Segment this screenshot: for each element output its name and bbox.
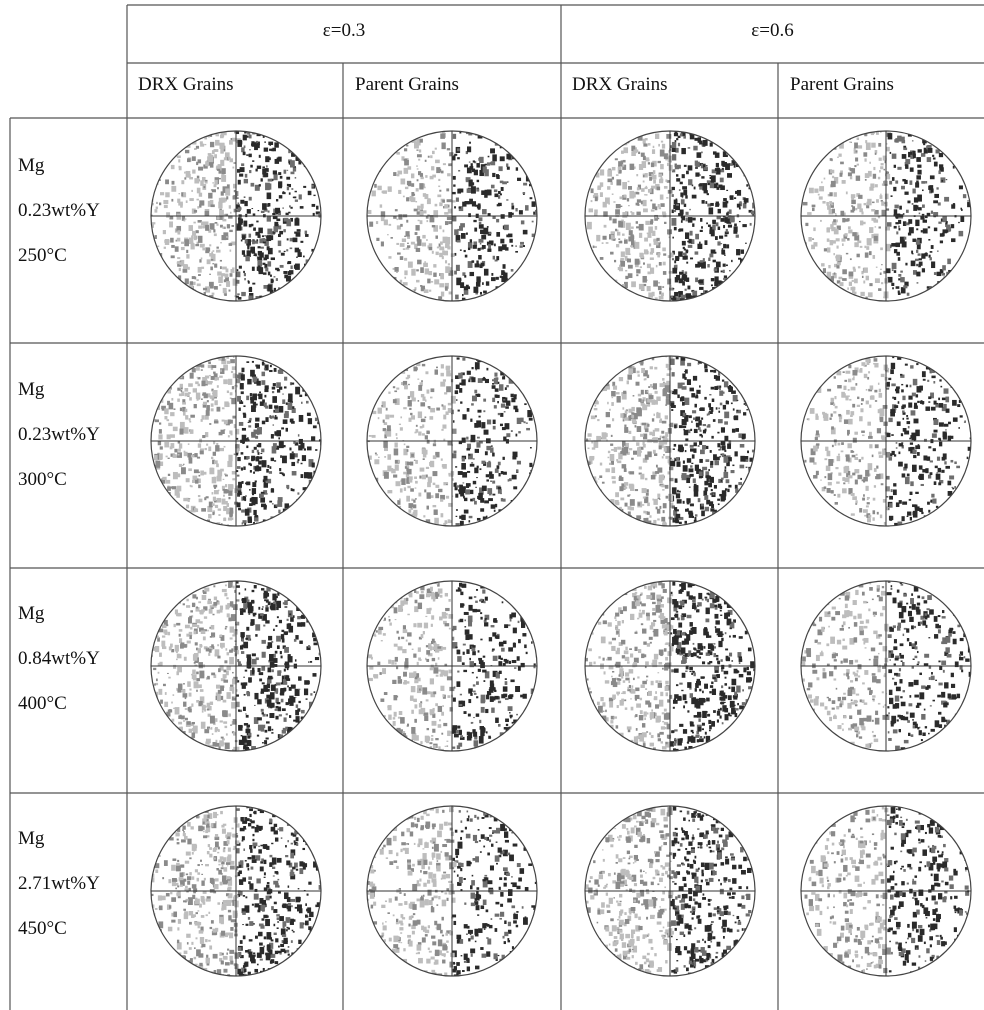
- row-label-3: Mg 0.84wt%Y 400°C: [18, 603, 100, 738]
- column-header-drx-1: DRX Grains: [138, 74, 234, 95]
- row-temperature: 300°C: [18, 469, 67, 490]
- pole-figure-image: [584, 130, 756, 302]
- pole-figure-image: [366, 580, 538, 752]
- row-material: Mg: [18, 155, 45, 176]
- column-header-drx-2: DRX Grains: [572, 74, 668, 95]
- pole-figure-image: [150, 580, 322, 752]
- row-composition: 0.23wt%Y: [18, 200, 100, 221]
- pole-figure-image: [800, 355, 972, 527]
- strain-header-0-6: ε=0.6: [751, 20, 794, 41]
- row-temperature: 250°C: [18, 245, 67, 266]
- pole-figure-image: [366, 805, 538, 977]
- pole-figure-image: [150, 805, 322, 977]
- row-material: Mg: [18, 603, 45, 624]
- row-label-2: Mg 0.23wt%Y 300°C: [18, 379, 100, 514]
- row-label-1: Mg 0.23wt%Y 250°C: [18, 155, 100, 290]
- row-material: Mg: [18, 828, 45, 849]
- pole-figure-image: [366, 355, 538, 527]
- pole-figure-image: [584, 805, 756, 977]
- pole-figure-image: [150, 130, 322, 302]
- row-composition: 2.71wt%Y: [18, 873, 100, 894]
- row-material: Mg: [18, 379, 45, 400]
- row-label-4: Mg 2.71wt%Y 450°C: [18, 828, 100, 963]
- column-header-parent-2: Parent Grains: [790, 74, 894, 95]
- row-temperature: 400°C: [18, 693, 67, 714]
- pole-figure-image: [800, 805, 972, 977]
- pole-figure-image: [800, 130, 972, 302]
- column-header-parent-1: Parent Grains: [355, 74, 459, 95]
- pole-figure-image: [150, 355, 322, 527]
- row-composition: 0.23wt%Y: [18, 424, 100, 445]
- row-composition: 0.84wt%Y: [18, 648, 100, 669]
- pole-figure-image: [584, 580, 756, 752]
- pole-figure-image: [800, 580, 972, 752]
- pole-figure-image: [584, 355, 756, 527]
- row-temperature: 450°C: [18, 918, 67, 939]
- strain-header-0-3: ε=0.3: [322, 20, 366, 41]
- pole-figure-image: [366, 130, 538, 302]
